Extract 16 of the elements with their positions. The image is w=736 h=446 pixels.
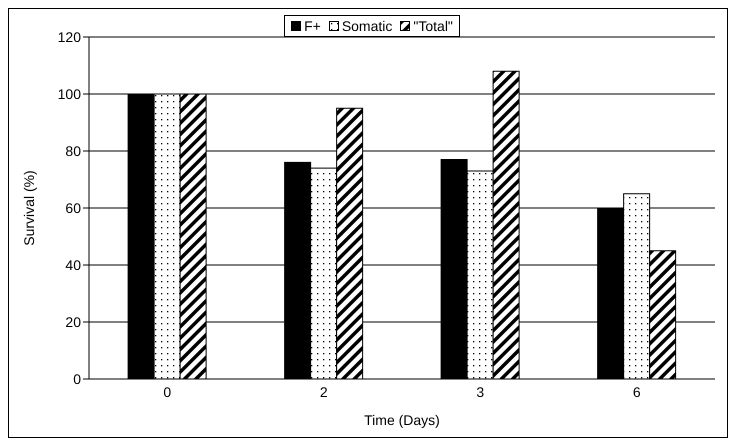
- x-tick-label: 3: [476, 384, 484, 400]
- legend-label: F+: [304, 18, 321, 34]
- x-tick-label: 2: [320, 384, 328, 400]
- y-tick-label: 0: [73, 370, 82, 387]
- y-tick-label: 60: [65, 200, 82, 216]
- y-tick-label: 20: [65, 314, 82, 330]
- y-tick-label: 100: [58, 86, 82, 102]
- legend-label: "Total": [413, 18, 453, 34]
- x-tick-label: 0: [163, 384, 172, 400]
- legend-label: Somatic: [342, 18, 392, 34]
- y-tick-label: 40: [65, 256, 82, 273]
- y-axis-title: Survival (%): [20, 170, 37, 246]
- y-tick-label: 120: [58, 28, 82, 45]
- x-axis-title: Time (Days): [364, 412, 440, 428]
- y-tick-label: 80: [65, 142, 82, 159]
- x-tick-label: 6: [632, 384, 641, 400]
